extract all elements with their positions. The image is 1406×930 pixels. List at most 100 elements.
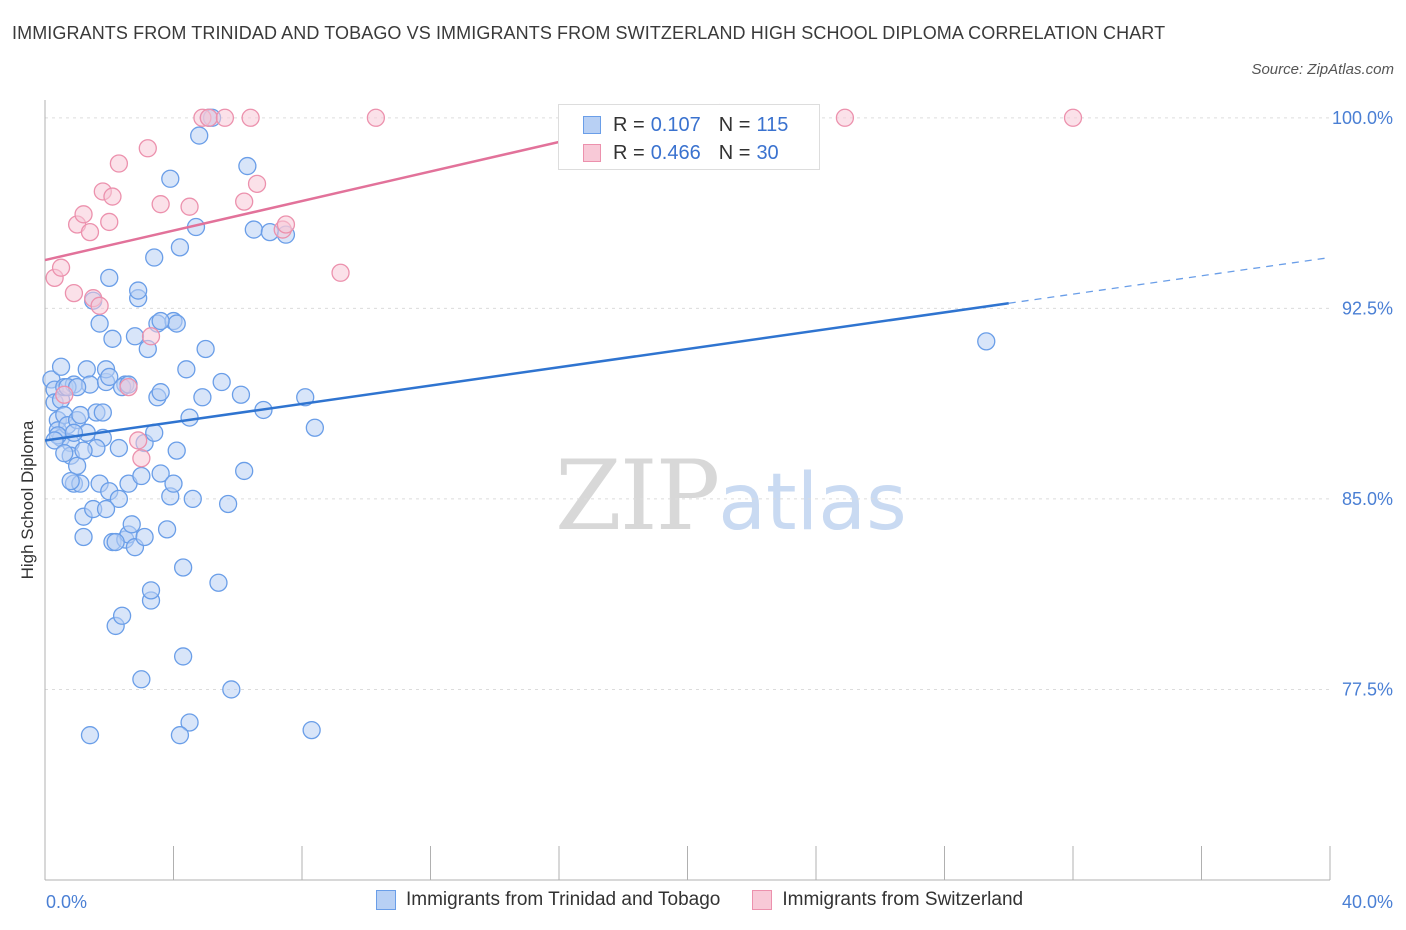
legend-r-value: 0.466 bbox=[650, 141, 701, 164]
switzerland-point bbox=[74, 205, 93, 224]
switzerland-point bbox=[276, 215, 296, 234]
switzerland-point bbox=[1063, 108, 1083, 127]
switzerland-point bbox=[331, 263, 350, 282]
x-tick-label-max: 40.0% bbox=[1342, 892, 1393, 912]
trinidad-point bbox=[80, 726, 100, 745]
trinidad-point bbox=[164, 474, 183, 493]
chart-title: IMMIGRANTS FROM TRINIDAD AND TOBAGO VS I… bbox=[12, 23, 1166, 43]
trinidad-point bbox=[106, 532, 125, 552]
trinidad-point bbox=[90, 314, 109, 333]
trinidad-point bbox=[132, 466, 151, 486]
legend-r-value: 0.107 bbox=[650, 113, 701, 136]
legend-r-label: R = bbox=[613, 113, 645, 136]
legend-n-label: N = bbox=[718, 113, 751, 136]
legend-n-value: 115 bbox=[756, 113, 789, 136]
trinidad-point bbox=[151, 464, 170, 483]
trinidad-point bbox=[135, 527, 154, 547]
trinidad-point bbox=[151, 383, 170, 402]
trinidad-point bbox=[157, 520, 177, 539]
switzerland-point bbox=[366, 108, 386, 127]
switzerland-point bbox=[835, 108, 855, 127]
switzerland-point bbox=[241, 108, 260, 127]
trinidad-point bbox=[231, 385, 251, 404]
series-swatch-trinidad bbox=[376, 890, 396, 910]
trinidad-point bbox=[977, 332, 996, 351]
y-tick-label: 92.5% bbox=[1342, 298, 1393, 318]
trinidad-point bbox=[151, 311, 170, 331]
trinidad-point bbox=[109, 438, 129, 458]
series-legend-item-trinidad[interactable]: Immigrants from Trinidad and Tobago bbox=[376, 889, 720, 911]
trinidad-point bbox=[302, 720, 321, 740]
switzerland-point bbox=[138, 139, 157, 158]
trinidad-point bbox=[61, 471, 80, 491]
trinidad-point bbox=[141, 581, 161, 600]
trinidad-point bbox=[238, 156, 257, 176]
y-tick-label: 85.0% bbox=[1342, 489, 1393, 509]
y-tick-label: 77.5% bbox=[1342, 679, 1393, 699]
trinidad-point bbox=[109, 489, 129, 509]
trinidad-point bbox=[125, 327, 145, 346]
trinidad-point bbox=[222, 680, 241, 699]
series-legend-label: Immigrants from Switzerland bbox=[782, 889, 1024, 910]
trinidad-point bbox=[212, 372, 231, 392]
trinidad-point bbox=[132, 670, 151, 689]
series-legend-item-switzerland[interactable]: Immigrants from Switzerland bbox=[752, 889, 1023, 911]
legend-swatch-trinidad bbox=[583, 116, 601, 134]
trinidad-point bbox=[103, 329, 122, 348]
switzerland-point bbox=[235, 192, 254, 211]
switzerland-point bbox=[141, 327, 161, 346]
switzerland-point bbox=[90, 296, 109, 315]
switzerland-point bbox=[199, 108, 218, 127]
watermark-zip: ZIP bbox=[555, 440, 720, 552]
switzerland-point bbox=[64, 283, 84, 303]
trinidad-point bbox=[122, 515, 141, 534]
switzerland-point bbox=[215, 108, 235, 127]
y-tick-label: 100.0% bbox=[1332, 108, 1393, 128]
switzerland-point bbox=[151, 195, 170, 214]
trinidad-point bbox=[296, 388, 315, 407]
switzerland-point bbox=[109, 154, 129, 173]
trinidad-point bbox=[180, 408, 199, 427]
trinidad-point bbox=[77, 360, 96, 379]
trinidad-point bbox=[55, 444, 74, 463]
trinidad-point bbox=[96, 499, 116, 519]
trinidad-point bbox=[170, 726, 190, 745]
trinidad-point bbox=[129, 281, 148, 300]
trinidad-point bbox=[209, 573, 228, 592]
trinidad-point bbox=[145, 248, 164, 267]
switzerland-point bbox=[132, 449, 151, 468]
trinidad-point bbox=[112, 606, 132, 625]
trinidad-point bbox=[74, 527, 93, 547]
trinidad-point bbox=[167, 441, 186, 460]
watermark-atlas: atlas bbox=[718, 458, 907, 548]
trinidad-point bbox=[244, 220, 263, 239]
trinidad-point bbox=[196, 339, 215, 359]
series-legend: Immigrants from Trinidad and Tobago Immi… bbox=[376, 889, 1055, 911]
trinidad-point bbox=[100, 268, 119, 288]
switzerland-point bbox=[55, 385, 74, 404]
switzerland-point bbox=[80, 222, 100, 242]
trinidad-point bbox=[180, 713, 199, 732]
legend-n-label: N = bbox=[718, 141, 751, 164]
trinidad-point bbox=[167, 314, 186, 333]
trinidad-point bbox=[161, 169, 180, 188]
trinidad-point bbox=[51, 357, 71, 376]
legend-swatch-switzerland bbox=[583, 144, 601, 162]
trinidad-point bbox=[183, 489, 202, 509]
trinidad-point bbox=[190, 126, 209, 145]
trinidad-point bbox=[235, 461, 254, 481]
switzerland-point bbox=[247, 174, 267, 193]
trinidad-point bbox=[193, 388, 212, 407]
switzerland-point bbox=[103, 187, 122, 206]
switzerland-point bbox=[129, 431, 148, 450]
trinidad-point bbox=[71, 405, 90, 425]
trinidad-point bbox=[170, 238, 190, 257]
switzerland-point bbox=[100, 212, 119, 232]
watermark: ZIPatlas bbox=[555, 440, 907, 552]
source-label: Source: ZipAtlas.com bbox=[1251, 61, 1394, 78]
trinidad-point bbox=[173, 558, 193, 577]
correlation-legend: R = 0.107 N = 115 R = 0.466 N = 30 bbox=[558, 104, 820, 170]
trinidad-point bbox=[173, 647, 193, 666]
legend-r-label: R = bbox=[613, 141, 645, 164]
